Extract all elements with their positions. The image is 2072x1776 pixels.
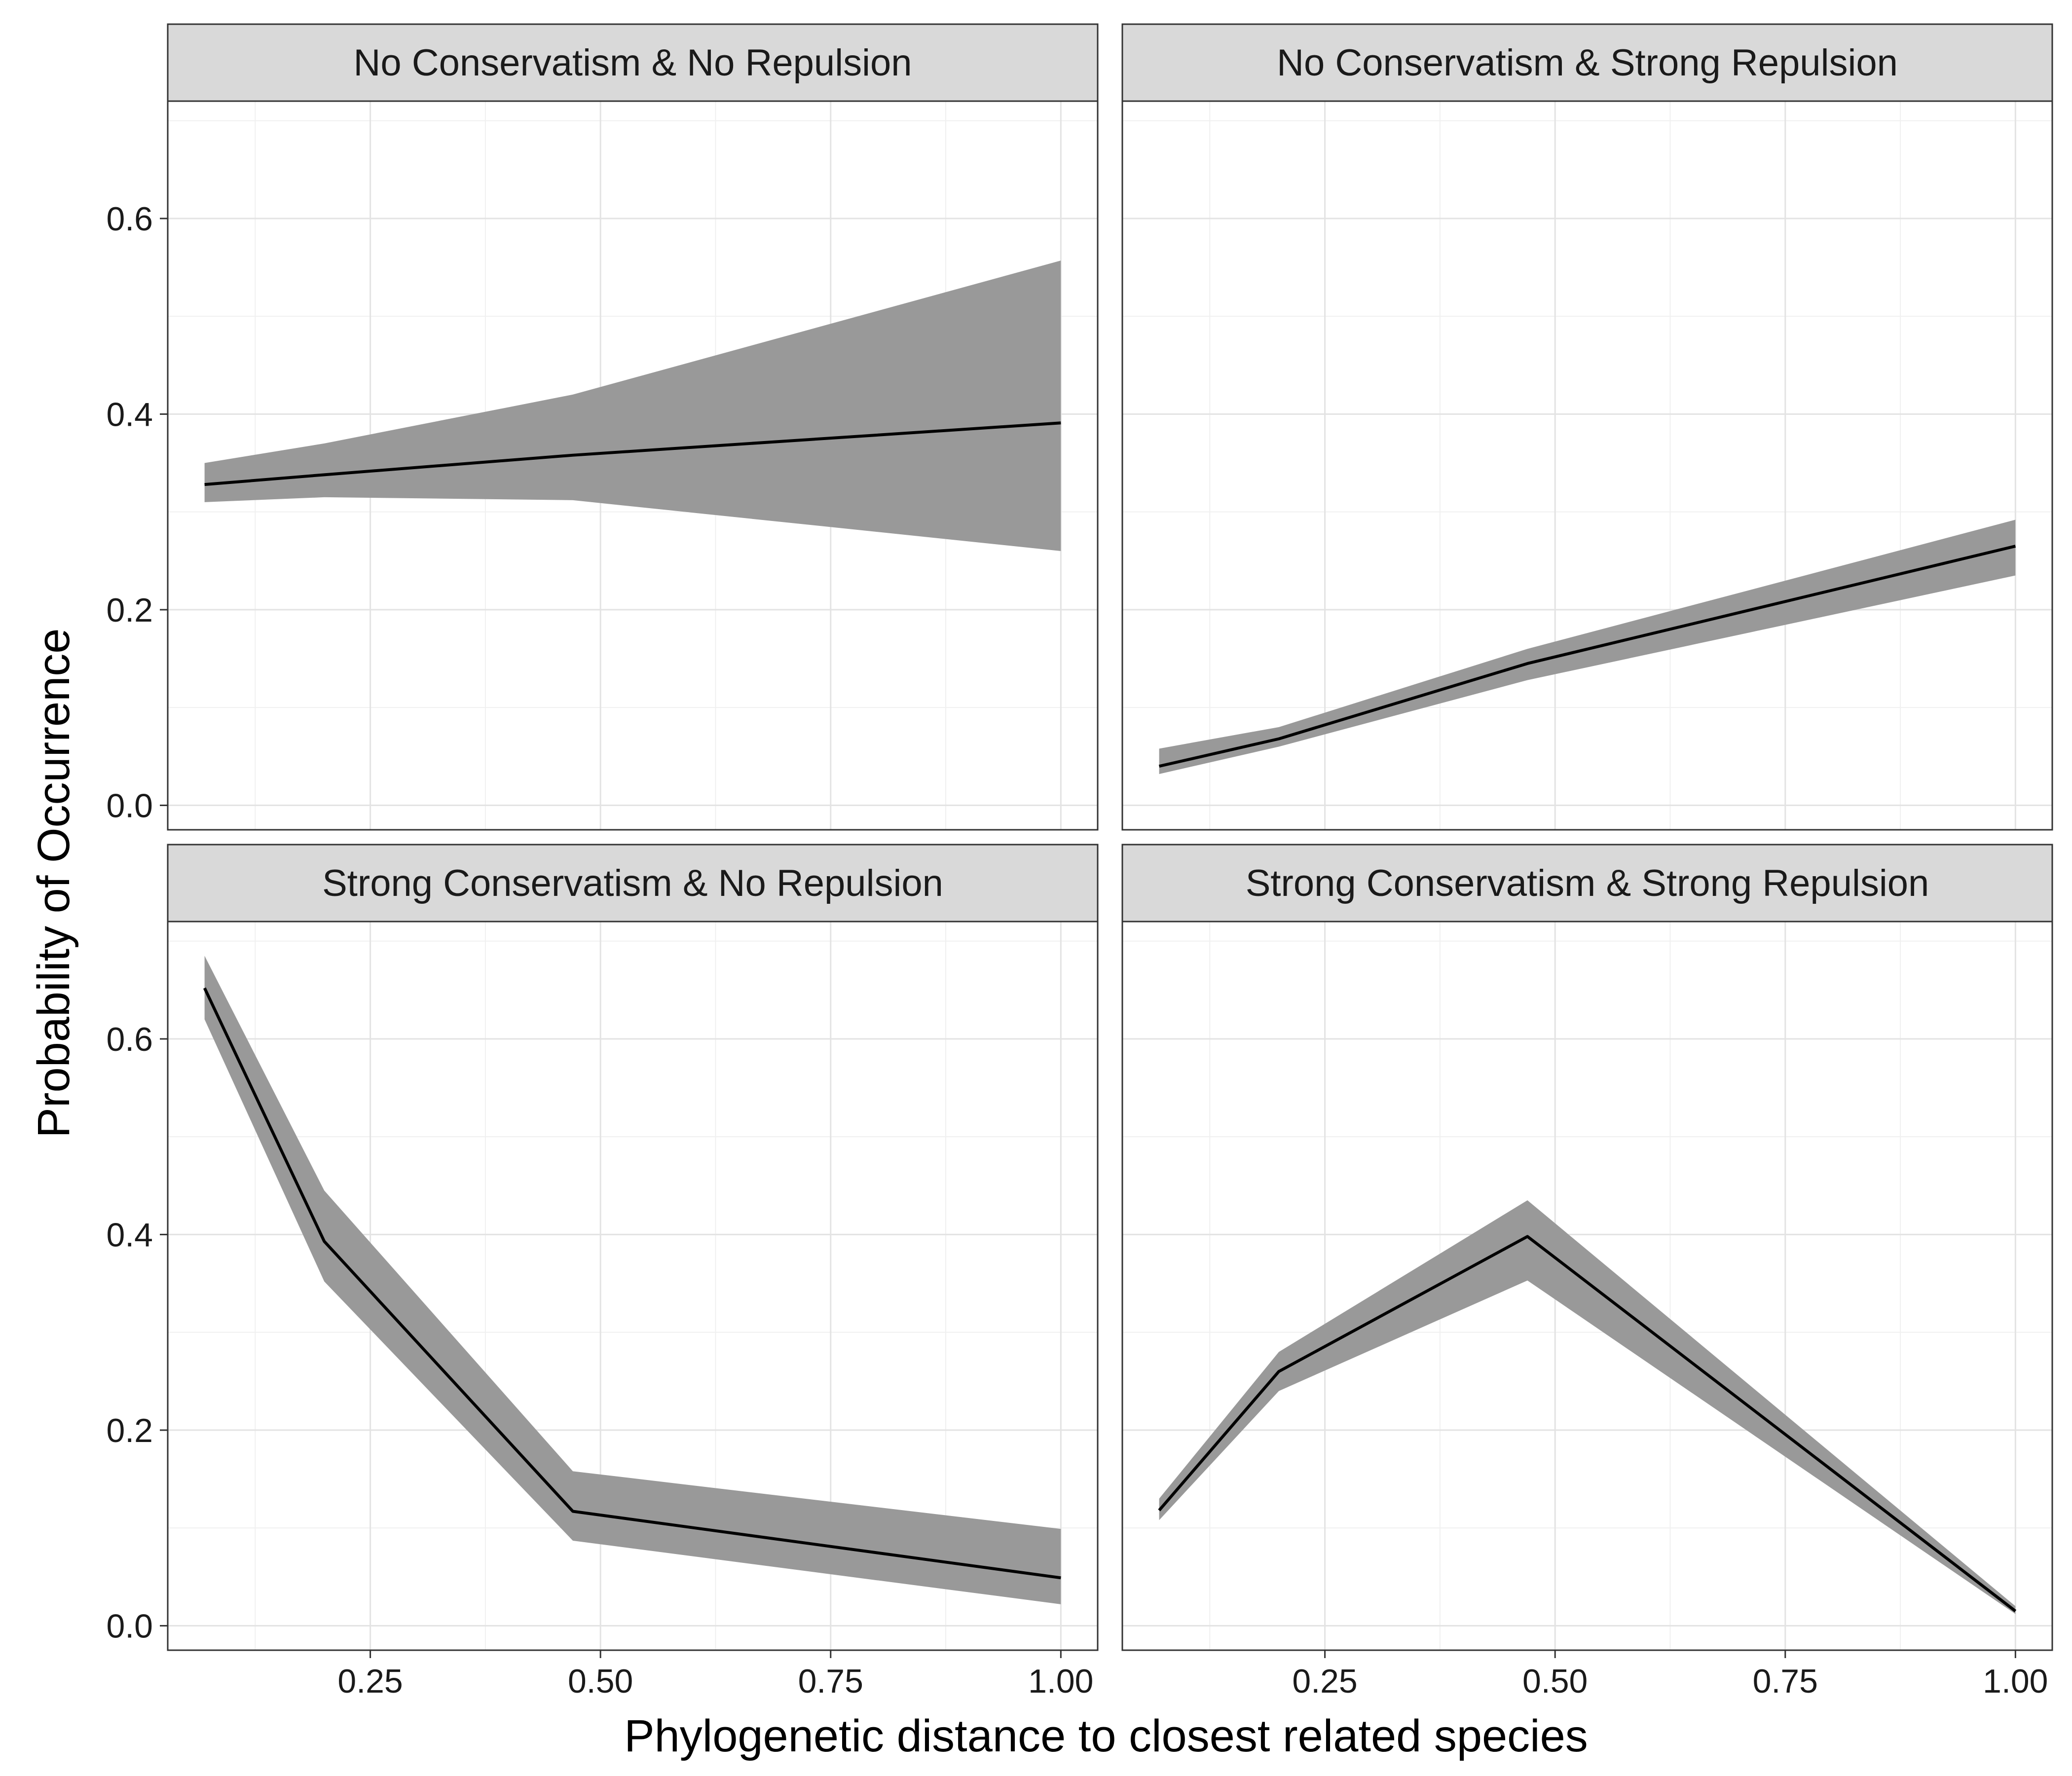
x-tick-label: 0.75 [1753,1663,1818,1700]
facet-strip [167,23,1099,102]
facet-panel: Strong Conservatism & Strong Repulsion [1121,844,2053,1651]
facet-strip-title: No Conservatism & No Repulsion [353,42,912,84]
facet-panel: No Conservatism & No Repulsion [167,23,1099,831]
x-tick-label: 1.00 [1983,1663,2048,1700]
facet-strip-title: Strong Conservatism & No Repulsion [322,862,943,904]
facet-panel: Strong Conservatism & No Repulsion [167,844,1099,1651]
series-line [1158,1235,2017,1613]
confidence-ribbon [204,260,1061,551]
series-line [1158,545,2016,768]
x-tick-label: 1.00 [1028,1663,1093,1700]
y-axis-title: Probability of Occurrence [29,629,79,1138]
panel-border [167,921,1099,1651]
x-axis-title: Phylogenetic distance to closest related… [624,1711,1588,1761]
panel-background [1122,101,2052,830]
confidence-ribbon [1159,1200,2016,1614]
y-tick-label: 0.6 [106,1021,153,1058]
panel-border [167,100,1099,831]
confidence-ribbon [204,956,1061,1604]
panel-border [1121,100,2053,831]
y-tick-label: 0.4 [106,1216,153,1254]
y-tick-label: 0.0 [106,1607,153,1645]
facet-panel: No Conservatism & Strong Repulsion [1121,23,2053,831]
x-tick-label: 0.50 [1522,1663,1588,1700]
series-line [204,421,1061,486]
y-tick-label: 0.2 [106,592,153,629]
facet-strip-title: Strong Conservatism & Strong Repulsion [1246,862,1929,904]
x-tick-label: 0.75 [798,1663,863,1700]
x-tick-label: 0.50 [568,1663,633,1700]
y-tick-label: 0.2 [106,1412,153,1449]
x-tick-label: 0.25 [337,1663,403,1700]
x-tick-label: 0.25 [1292,1663,1357,1700]
y-tick-label: 0.4 [106,396,153,433]
facet-strip-title: No Conservatism & Strong Repulsion [1277,42,1898,84]
facet-strip [1121,23,2053,102]
facet-strip [1121,844,2053,923]
series-line [203,987,1061,1580]
panel-border [1121,921,2053,1651]
y-tick-label: 0.0 [106,787,153,824]
y-tick-label: 0.6 [106,200,153,238]
facet-strip [167,844,1099,923]
